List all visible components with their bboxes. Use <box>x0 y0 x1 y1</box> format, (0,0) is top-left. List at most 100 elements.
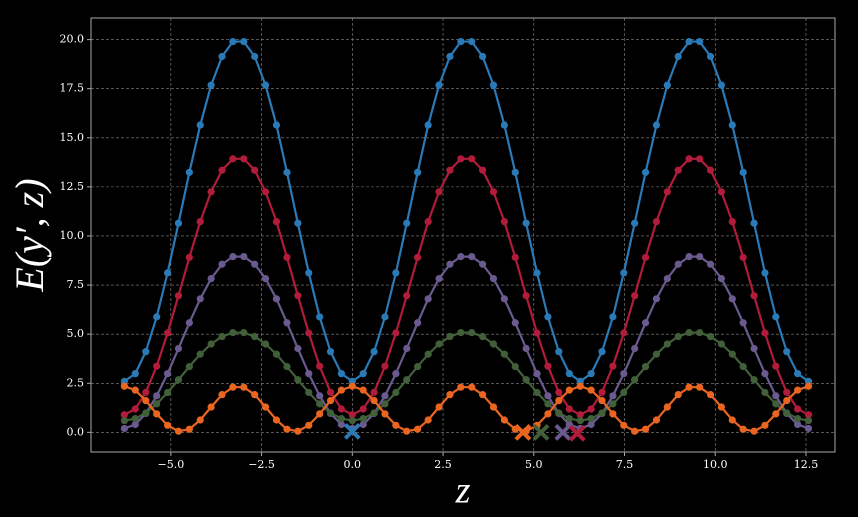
point <box>500 218 508 226</box>
point <box>631 344 639 353</box>
point <box>685 155 693 163</box>
point <box>641 319 650 327</box>
point <box>229 155 237 163</box>
point <box>761 370 769 378</box>
point <box>337 405 346 413</box>
point <box>772 410 780 418</box>
point <box>131 415 139 423</box>
point <box>739 319 747 327</box>
point <box>598 348 606 356</box>
point <box>794 415 802 423</box>
point <box>804 416 813 425</box>
point <box>739 362 747 371</box>
point <box>381 362 389 370</box>
point <box>511 319 519 327</box>
point <box>674 52 682 61</box>
point <box>609 400 617 408</box>
point <box>174 219 183 227</box>
point <box>218 166 226 174</box>
point <box>359 405 367 413</box>
point <box>240 253 248 261</box>
point <box>728 295 736 303</box>
y-axis-label: E(y′, z) <box>7 178 52 292</box>
point <box>403 427 411 435</box>
point <box>414 362 422 371</box>
point <box>717 81 726 89</box>
series-line <box>124 385 809 433</box>
point <box>533 269 541 277</box>
point <box>739 425 747 433</box>
x-marker <box>343 422 361 440</box>
point <box>631 376 639 384</box>
point <box>305 370 313 378</box>
point <box>251 166 259 174</box>
x-tick-label: 0.0 <box>344 458 362 471</box>
x-tick-label: −5.0 <box>157 458 184 471</box>
point <box>685 253 693 261</box>
point <box>207 403 215 411</box>
point <box>652 416 661 424</box>
point <box>587 405 595 413</box>
point <box>555 409 563 417</box>
point <box>196 350 204 358</box>
point <box>457 155 465 163</box>
y-tick-label: 7.5 <box>67 278 85 291</box>
point <box>468 383 476 391</box>
point <box>370 409 378 417</box>
point <box>261 340 270 348</box>
point <box>359 370 367 378</box>
point <box>696 329 704 337</box>
y-tick-label: 12.5 <box>60 180 85 193</box>
point <box>728 218 736 226</box>
point <box>783 348 791 356</box>
series-line <box>123 157 810 416</box>
point <box>750 292 758 300</box>
point <box>620 370 628 378</box>
point <box>240 383 248 391</box>
x-tick-label: 10.0 <box>703 458 728 471</box>
point <box>674 332 682 341</box>
point <box>674 260 682 268</box>
point <box>478 332 487 341</box>
point <box>326 409 335 417</box>
point <box>522 344 530 353</box>
point <box>609 313 617 321</box>
point <box>229 253 237 261</box>
point <box>446 260 454 268</box>
point <box>772 400 780 408</box>
point <box>685 37 693 46</box>
point <box>294 427 302 435</box>
point <box>359 415 367 423</box>
point <box>500 350 508 358</box>
point <box>587 415 595 423</box>
point <box>435 188 443 196</box>
x-marker <box>554 423 572 441</box>
point <box>696 253 704 261</box>
point <box>631 219 639 227</box>
point <box>403 376 411 384</box>
point <box>804 424 813 433</box>
point <box>326 348 335 356</box>
point <box>489 274 498 283</box>
point <box>652 295 661 303</box>
point <box>783 409 791 417</box>
point <box>229 329 237 337</box>
point <box>326 388 335 396</box>
point <box>218 391 226 399</box>
point <box>631 292 639 300</box>
point <box>131 386 139 394</box>
point <box>555 388 563 396</box>
point <box>446 166 454 174</box>
point <box>424 121 432 129</box>
point <box>251 260 259 268</box>
point <box>218 332 226 341</box>
point <box>207 81 215 89</box>
point <box>761 269 769 277</box>
point <box>272 416 281 424</box>
point <box>272 350 281 358</box>
point <box>457 383 465 391</box>
point <box>804 411 813 419</box>
point <box>218 52 226 61</box>
point <box>663 81 671 89</box>
point <box>598 396 606 405</box>
